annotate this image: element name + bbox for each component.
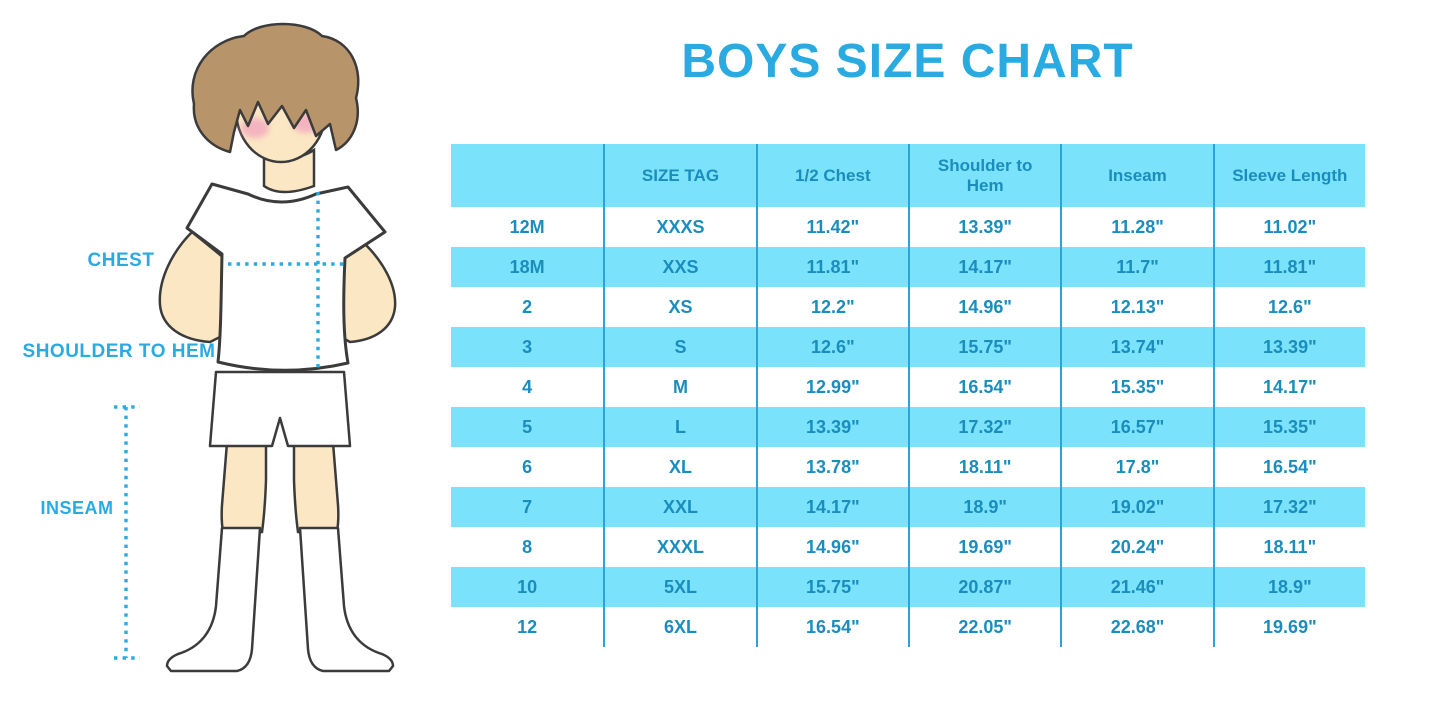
value-cell: 17.32" bbox=[907, 407, 1060, 447]
size-cell: 18M bbox=[509, 256, 545, 277]
value-cell: 18.9" bbox=[1212, 567, 1365, 607]
table-row: 18M XXS 11.81" 14.17" 11.7" 11.81" bbox=[451, 247, 1365, 287]
size-cell: 2 bbox=[522, 296, 533, 317]
value-cell: 12.6" bbox=[755, 327, 908, 367]
value-cell: 14.17" bbox=[907, 247, 1060, 287]
value-cell: XS bbox=[603, 287, 755, 327]
table-row: 3 S 12.6" 15.75" 13.74" 13.39" bbox=[451, 327, 1365, 367]
value-cell: 15.35" bbox=[1060, 367, 1212, 407]
size-cell: 7 bbox=[522, 496, 533, 517]
value-cell: XXXL bbox=[603, 527, 755, 567]
boy-figure-illustration: CHEST SHOULDER TO HEM INSEAM bbox=[0, 0, 450, 723]
size-cell: 6 bbox=[522, 456, 533, 477]
table-row: 4 M 12.99" 16.54" 15.35" 14.17" bbox=[451, 367, 1365, 407]
table-row: 10 5XL 15.75" 20.87" 21.46" 18.9" bbox=[451, 567, 1365, 607]
boy-hair bbox=[191, 22, 360, 154]
value-cell: 19.02" bbox=[1060, 487, 1212, 527]
value-cell: 13.39" bbox=[755, 407, 908, 447]
value-cell: 13.78" bbox=[755, 447, 908, 487]
size-cell: 4 bbox=[522, 376, 533, 397]
value-cell: 17.32" bbox=[1212, 487, 1365, 527]
boy-socks bbox=[165, 526, 395, 673]
table-row: 7 XXL 14.17" 18.9" 19.02" 17.32" bbox=[451, 487, 1365, 527]
value-cell: 17.8" bbox=[1060, 447, 1212, 487]
value-cell: S bbox=[603, 327, 755, 367]
table-row: 12 6XL 16.54" 22.05" 22.68" 19.69" bbox=[451, 607, 1365, 647]
value-cell: 18.11" bbox=[1212, 527, 1365, 567]
value-cell: 5XL bbox=[603, 567, 755, 607]
value-cell: 14.96" bbox=[755, 527, 908, 567]
size-table-body: 12M XXXS 11.42" 13.39" 11.28" 11.02" 18M XXS 11.… bbox=[451, 207, 1365, 647]
boy-arms bbox=[158, 230, 397, 344]
size-cell: 8 bbox=[522, 536, 533, 557]
size-table: SIZE TAG 1/2 Chest Shoulder to Hem Insea… bbox=[451, 144, 1365, 647]
value-cell: 16.54" bbox=[1212, 447, 1365, 487]
value-cell: 18.11" bbox=[907, 447, 1060, 487]
value-cell: L bbox=[603, 407, 755, 447]
value-cell: 14.17" bbox=[755, 487, 908, 527]
header-cell-size bbox=[451, 144, 603, 207]
value-cell: 12.6" bbox=[1212, 287, 1365, 327]
value-cell: 12.2" bbox=[755, 287, 908, 327]
header-cell-inseam: Inseam bbox=[1060, 144, 1212, 207]
value-cell: XXL bbox=[603, 487, 755, 527]
value-cell: 16.54" bbox=[755, 607, 908, 647]
boy-shirt bbox=[185, 182, 387, 372]
value-cell: M bbox=[603, 367, 755, 407]
value-cell: 12.13" bbox=[1060, 287, 1212, 327]
page-title: BOYS SIZE CHART bbox=[681, 35, 1134, 88]
value-cell: 15.75" bbox=[907, 327, 1060, 367]
value-cell: 14.17" bbox=[1212, 367, 1365, 407]
table-row: 8 XXXL 14.96" 19.69" 20.24" 18.11" bbox=[451, 527, 1365, 567]
value-cell: 16.54" bbox=[907, 367, 1060, 407]
value-cell: 20.24" bbox=[1060, 527, 1212, 567]
value-cell: 19.69" bbox=[1212, 607, 1365, 647]
value-cell: 16.57" bbox=[1060, 407, 1212, 447]
header-cell-half-chest: 1/2 Chest bbox=[755, 144, 908, 207]
size-cell: 12 bbox=[517, 616, 538, 637]
value-cell: 11.42" bbox=[755, 207, 908, 247]
table-row: 6 XL 13.78" 18.11" 17.8" 16.54" bbox=[451, 447, 1365, 487]
size-cell: 5 bbox=[522, 416, 533, 437]
value-cell: 12.99" bbox=[755, 367, 908, 407]
size-cell: 12M bbox=[509, 216, 545, 237]
value-cell: 11.28" bbox=[1060, 207, 1212, 247]
chest-label: CHEST bbox=[87, 250, 155, 271]
value-cell: 13.39" bbox=[907, 207, 1060, 247]
size-cell: 3 bbox=[522, 336, 533, 357]
header-cell-shoulder-to-hem: Shoulder to Hem bbox=[907, 144, 1060, 207]
size-cell: 10 bbox=[517, 576, 538, 597]
value-cell: 11.81" bbox=[1212, 247, 1365, 287]
table-header-row: SIZE TAG 1/2 Chest Shoulder to Hem Insea… bbox=[451, 144, 1365, 207]
value-cell: XXXS bbox=[603, 207, 755, 247]
value-cell: 15.75" bbox=[755, 567, 908, 607]
inseam-label: INSEAM bbox=[40, 498, 114, 518]
header-cell-size-tag: SIZE TAG bbox=[603, 144, 755, 207]
measurement-lines bbox=[114, 192, 345, 660]
table-row: 2 XS 12.2" 14.96" 12.13" 12.6" bbox=[451, 287, 1365, 327]
value-cell: 14.96" bbox=[907, 287, 1060, 327]
value-cell: XL bbox=[603, 447, 755, 487]
shoulder-to-hem-label: SHOULDER TO HEM bbox=[22, 341, 216, 362]
header-cell-sleeve-length: Sleeve Length bbox=[1212, 144, 1365, 207]
boy-figure-svg bbox=[114, 22, 397, 673]
value-cell: 19.69" bbox=[907, 527, 1060, 567]
value-cell: 13.39" bbox=[1212, 327, 1365, 367]
value-cell: 20.87" bbox=[907, 567, 1060, 607]
value-cell: 11.7" bbox=[1060, 247, 1212, 287]
value-cell: 11.02" bbox=[1212, 207, 1365, 247]
value-cell: 11.81" bbox=[755, 247, 908, 287]
value-cell: 15.35" bbox=[1212, 407, 1365, 447]
value-cell: 18.9" bbox=[907, 487, 1060, 527]
boy-shorts bbox=[208, 370, 352, 448]
value-cell: 22.05" bbox=[907, 607, 1060, 647]
value-cell: 6XL bbox=[603, 607, 755, 647]
value-cell: 13.74" bbox=[1060, 327, 1212, 367]
table-row: 5 L 13.39" 17.32" 16.57" 15.35" bbox=[451, 407, 1365, 447]
value-cell: 21.46" bbox=[1060, 567, 1212, 607]
table-row: 12M XXXS 11.42" 13.39" 11.28" 11.02" bbox=[451, 207, 1365, 247]
value-cell: XXS bbox=[603, 247, 755, 287]
value-cell: 22.68" bbox=[1060, 607, 1212, 647]
